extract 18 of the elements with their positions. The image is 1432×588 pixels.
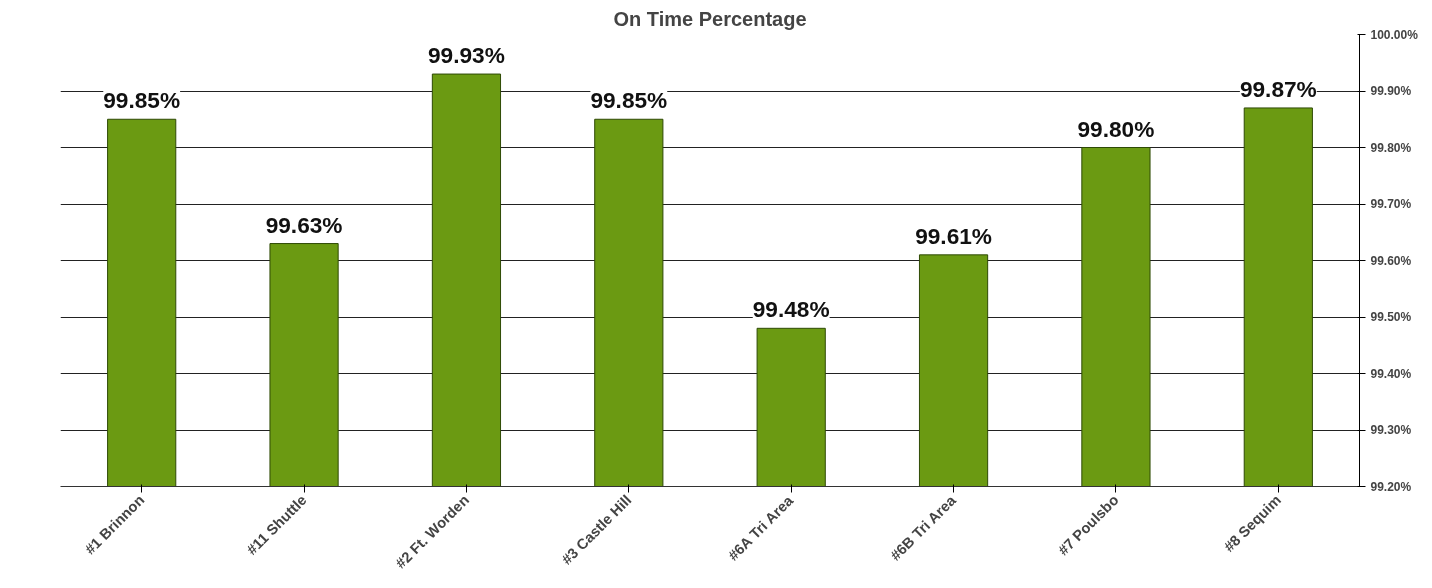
y-tick-label: 99.70%: [1370, 197, 1412, 211]
y-tick-label: 99.50%: [1370, 310, 1412, 324]
y-tick-label: 99.80%: [1370, 140, 1412, 155]
y-tick-label: 99.40%: [1370, 366, 1412, 381]
y-tick-label: 100.00%: [1370, 27, 1419, 42]
y-tick-label: 99.60%: [1370, 253, 1412, 268]
y-tick-label: 99.90%: [1370, 84, 1412, 98]
y-tick-label: 99.20%: [1370, 479, 1412, 494]
data-label: 99.48%: [752, 296, 830, 323]
data-label: 99.80%: [1077, 115, 1155, 142]
data-label: 99.63%: [265, 211, 343, 238]
data-label: 99.87%: [1239, 75, 1317, 102]
data-label: 99.85%: [103, 87, 181, 114]
data-label: 99.93%: [428, 42, 505, 69]
chart-title: On Time Percentage: [613, 7, 807, 30]
data-label: 99.61%: [915, 222, 992, 249]
y-tick-label: 99.30%: [1370, 423, 1412, 437]
data-label: 99.85%: [590, 87, 668, 114]
